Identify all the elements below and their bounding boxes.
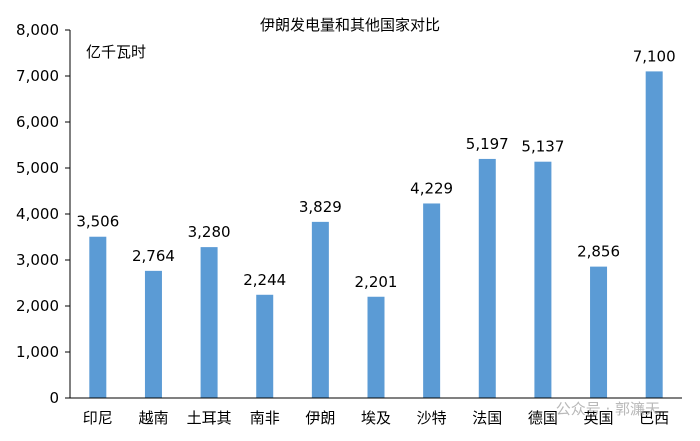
y-tick-label: 4,000 [16, 205, 59, 223]
bar-data-label: 4,229 [410, 179, 453, 197]
bar [423, 203, 441, 398]
chart-title: 伊朗发电量和其他国家对比 [260, 16, 440, 34]
category-label: 越南 [138, 409, 168, 427]
bar [311, 221, 329, 398]
bar-data-label: 7,100 [633, 47, 676, 65]
watermark: 公众号 · 郭濂天 [556, 400, 660, 418]
y-tick-label: 6,000 [16, 113, 59, 131]
category-label: 土耳其 [187, 409, 232, 427]
bar-data-label: 3,506 [76, 213, 119, 231]
category-label: 沙特 [417, 409, 447, 427]
data-labels: 3,506 2,764 3,280 2,244 3,829 2,201 4,229 5,197… [76, 47, 675, 290]
y-tick-label: 0 [49, 389, 59, 407]
bar [256, 294, 274, 398]
bar-data-label: 3,829 [299, 198, 342, 216]
bar-series [89, 71, 663, 399]
y-tick-label: 2,000 [16, 297, 59, 315]
bar-data-label: 3,280 [188, 223, 231, 241]
bar [144, 270, 162, 398]
bar [478, 158, 496, 398]
category-label: 南非 [250, 409, 280, 427]
y-tick-label: 5,000 [16, 159, 59, 177]
category-label: 巴西 [639, 409, 669, 427]
y-tick-label: 8,000 [16, 21, 59, 39]
bar [645, 71, 663, 399]
bar [590, 266, 608, 398]
category-label: 伊朗 [305, 409, 335, 427]
category-label: 埃及 [361, 409, 391, 427]
category-label: 印尼 [83, 409, 113, 427]
y-tick-label: 1,000 [16, 343, 59, 361]
category-label: 德国 [528, 409, 558, 427]
y-tick-label: 7,000 [16, 67, 59, 85]
y-axis: 0 1,000 2,000 3,000 4,000 5,000 6,000 7,000 8,00… [16, 21, 70, 407]
bar [367, 296, 385, 398]
bar [534, 161, 552, 398]
bar-data-label: 5,197 [466, 135, 509, 153]
bar [200, 247, 218, 398]
category-label: 法国 [472, 409, 502, 427]
y-tick-label: 3,000 [16, 251, 59, 269]
bar-data-label: 2,244 [243, 271, 286, 289]
category-label: 英国 [584, 409, 614, 427]
bar-data-label: 2,201 [355, 273, 398, 291]
bar [89, 236, 107, 398]
unit-label: 亿千瓦时 [86, 43, 146, 61]
bar-data-label: 2,764 [132, 247, 175, 265]
bar-data-label: 5,137 [521, 138, 564, 156]
x-axis: 印尼 越南 土耳其 南非 伊朗 埃及 沙特 法国 德国 英国 巴西 [83, 409, 669, 427]
bar-data-label: 2,856 [577, 243, 620, 261]
